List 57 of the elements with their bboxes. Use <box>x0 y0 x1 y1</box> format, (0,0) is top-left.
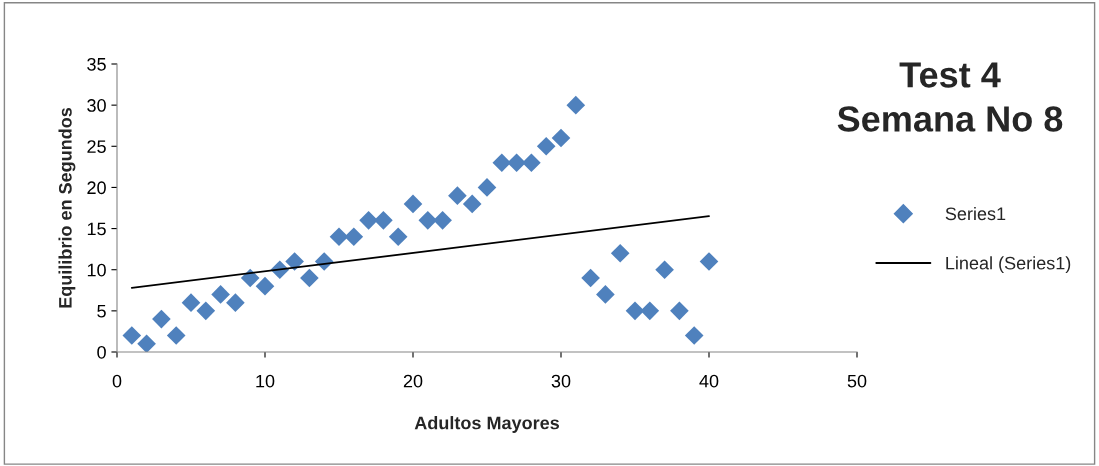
point <box>300 268 319 288</box>
point <box>403 194 423 214</box>
point <box>522 153 541 173</box>
point <box>388 227 408 247</box>
point <box>551 128 571 148</box>
point <box>640 301 660 321</box>
point <box>507 153 526 173</box>
point <box>581 268 600 288</box>
point <box>684 326 704 345</box>
point <box>152 309 171 329</box>
text: Test 4 Semana No 8 <box>837 62 1063 132</box>
x-tick-label: 50 <box>847 374 867 388</box>
x-tick-label: 0 <box>112 374 122 388</box>
point <box>196 301 216 321</box>
point <box>670 301 689 321</box>
x-axis-title: Adultos Mayores <box>414 416 559 433</box>
point <box>211 285 230 304</box>
point <box>181 293 201 312</box>
x-tick-label: 10 <box>256 374 275 388</box>
point <box>536 136 556 156</box>
point <box>699 252 719 271</box>
y-tick-label: 15 <box>87 222 106 236</box>
y-tick-label: 5 <box>97 304 106 318</box>
point <box>418 211 438 230</box>
legend-label: Series1 <box>945 206 1006 221</box>
y-tick-label: 25 <box>87 140 106 154</box>
point <box>359 211 378 230</box>
point <box>448 186 467 205</box>
y-tick-label: 0 <box>97 345 106 359</box>
point <box>329 227 349 247</box>
point <box>374 211 393 230</box>
y-axis-title: Equilibrio en Segundos <box>58 107 76 308</box>
point <box>433 211 452 230</box>
point <box>477 178 497 197</box>
point <box>122 326 142 345</box>
x-tick-label: 30 <box>551 374 571 388</box>
y-tick-label: 35 <box>87 57 106 71</box>
x-tick-label: 20 <box>403 374 423 388</box>
point <box>492 153 512 173</box>
point <box>255 276 275 296</box>
point <box>166 326 186 345</box>
point <box>240 268 260 288</box>
point <box>344 227 364 247</box>
point <box>285 252 304 271</box>
point <box>462 194 482 214</box>
x-tick-label: 40 <box>699 374 719 388</box>
point <box>625 301 645 321</box>
point <box>137 334 156 352</box>
point <box>226 293 245 312</box>
point <box>610 243 630 263</box>
point <box>596 285 615 304</box>
y-tick-label: 20 <box>87 181 106 195</box>
legend-label: Lineal (Series1) <box>946 256 1071 274</box>
y-tick-label: 10 <box>87 263 106 277</box>
y-tick-label: 30 <box>87 99 106 112</box>
point <box>566 95 586 115</box>
point <box>655 260 674 280</box>
